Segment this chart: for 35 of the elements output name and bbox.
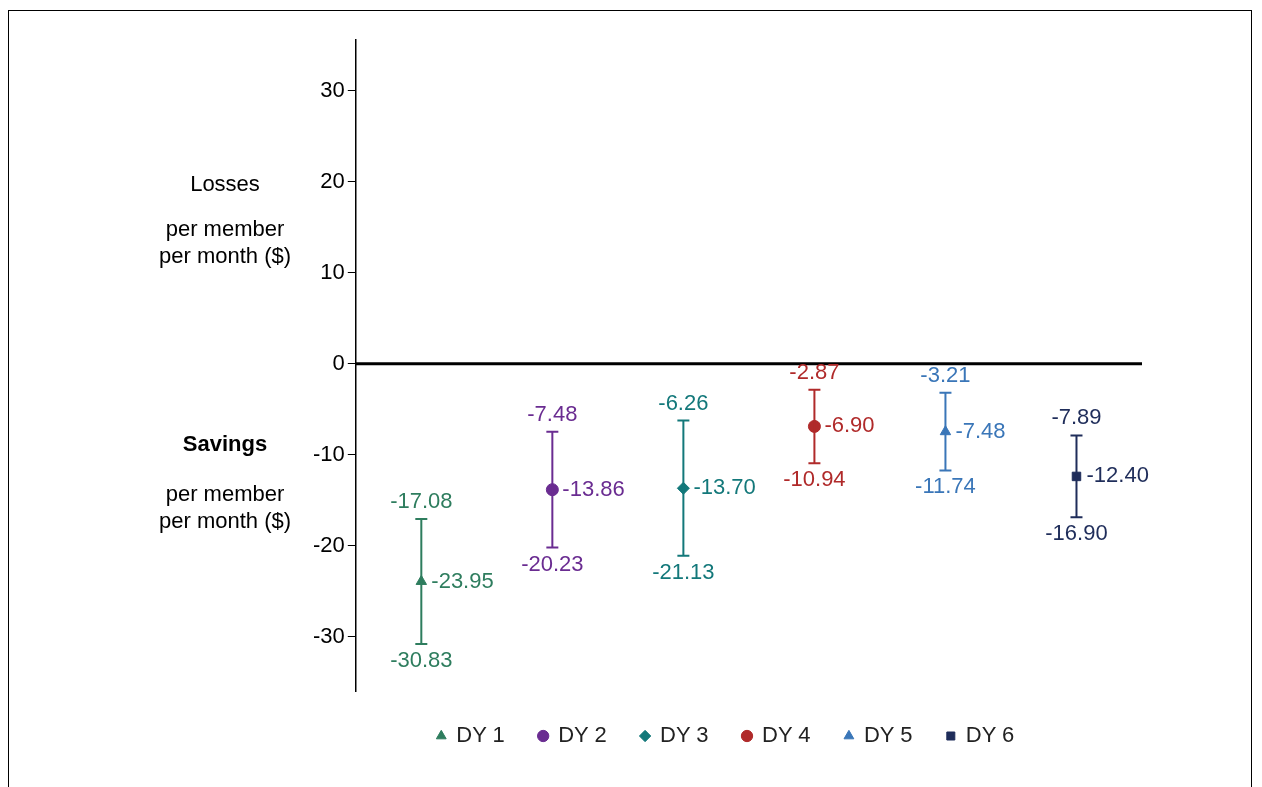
legend-label: DY 4 <box>762 722 811 748</box>
text: Savings <box>182 431 268 456</box>
annotation: -2.87 <box>789 358 840 384</box>
annotation: -6.26 <box>658 389 709 415</box>
annotation: -17.08 <box>390 488 453 514</box>
y-tick-label: -10 <box>313 440 345 466</box>
legend-label: DY 2 <box>558 722 607 748</box>
data-label: -13.86 <box>562 475 625 501</box>
data-label: -6.90 <box>824 412 875 438</box>
y-tick-label: 10 <box>320 258 345 284</box>
y-tick-label: 20 <box>320 167 345 193</box>
text: per member per month ($) <box>157 215 293 269</box>
legend-label: DY 6 <box>965 722 1015 748</box>
annotation: -10.94 <box>783 466 846 492</box>
y-tick-label: -30 <box>313 622 345 648</box>
annotation: -7.48 <box>527 400 578 426</box>
annotation: -3.21 <box>920 361 971 387</box>
y-tick-label: 0 <box>332 349 345 375</box>
annotation: -30.83 <box>390 647 453 673</box>
annotation: -11.74 <box>915 473 976 499</box>
data-label: -23.95 <box>431 567 494 593</box>
legend-label: DY 1 <box>456 722 505 748</box>
data-label: -12.40 <box>1086 462 1149 488</box>
annotation: -20.23 <box>521 550 584 576</box>
text: Losses <box>189 170 261 197</box>
y-tick-label: 30 <box>320 76 345 102</box>
y-tick-label: -20 <box>313 531 345 557</box>
text: per member per month ($) <box>158 481 292 533</box>
annotation: -16.90 <box>1045 520 1108 546</box>
annotation: -21.13 <box>652 558 715 584</box>
data-label: -7.48 <box>955 417 1006 443</box>
legend-label: DY 3 <box>660 722 709 748</box>
data-label: -13.70 <box>693 474 756 500</box>
legend-label: DY 5 <box>863 722 913 748</box>
annotation: -7.89 <box>1051 404 1102 430</box>
